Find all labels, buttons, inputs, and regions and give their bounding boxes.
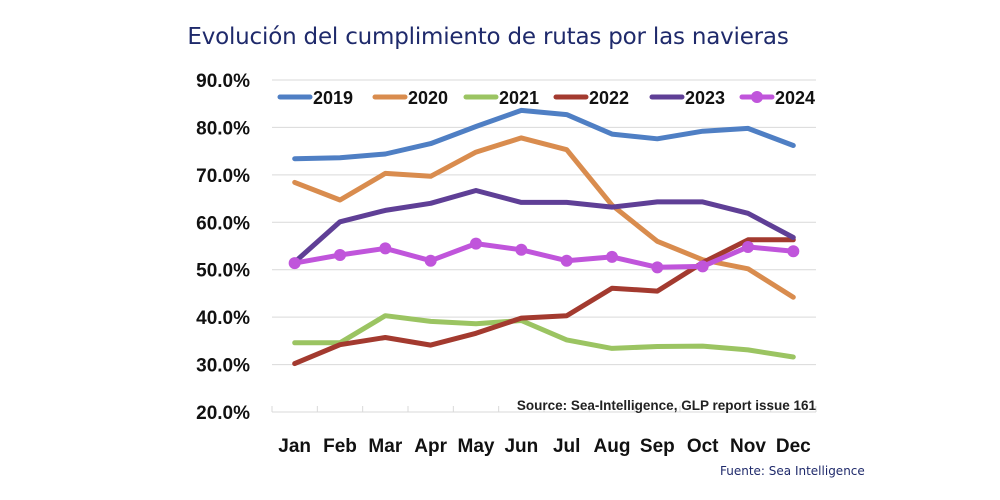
data-point-2024 (515, 243, 528, 256)
legend-marker-2024 (751, 91, 763, 103)
y-tick-label: 50.0% (196, 261, 250, 282)
legend-label-2019: 2019 (313, 88, 353, 108)
footnote-source: Fuente: Sea Intelligence (720, 464, 865, 478)
y-tick-label: 20.0% (196, 403, 250, 424)
legend-label-2020: 2020 (408, 88, 448, 108)
data-point-2024 (470, 237, 482, 250)
y-tick-label: 40.0% (196, 308, 250, 329)
data-point-2024 (742, 240, 754, 253)
series-line-2020 (292, 135, 796, 300)
series-line-2023 (292, 188, 796, 265)
y-axis: 20.0% 30.0% 40.0% 50.0% 60.0% 70.0% 80.0% 90.0% (196, 71, 250, 424)
x-tick-label: Dec (776, 436, 811, 457)
x-tick-label: Feb (323, 436, 357, 457)
data-point-2024 (606, 250, 618, 263)
series-line-2019 (292, 107, 796, 162)
legend-label-2023: 2023 (685, 88, 725, 108)
x-tick-label: Mar (368, 436, 402, 457)
legend-label-2024: 2024 (775, 88, 815, 108)
y-tick-label: 60.0% (196, 213, 250, 234)
x-tick-label: Sep (640, 436, 675, 457)
chart-title: Evolución del cumplimiento de rutas por … (0, 24, 1000, 50)
data-point-2024 (696, 260, 709, 273)
series-line-2022 (292, 237, 796, 367)
legend-label-2022: 2022 (589, 88, 629, 108)
chart-title-text: Evolución del cumplimiento de rutas por … (187, 24, 789, 50)
x-tick-label: Jul (553, 436, 580, 457)
y-tick-label: 90.0% (196, 71, 250, 92)
data-point-2024 (334, 249, 346, 262)
legend: 2019 2020 2021 2022 2023 2024 (277, 88, 815, 108)
x-tick-label: Aug (594, 436, 631, 457)
x-axis: Jan Feb Mar Apr May Jun Jul Aug Sep Oct Nov Dec (271, 406, 817, 457)
series-lines (288, 107, 800, 367)
y-tick-label: 80.0% (196, 118, 250, 139)
x-tick-label: Nov (730, 436, 766, 457)
data-point-2024 (651, 261, 664, 274)
series-line-2021 (292, 313, 796, 360)
x-tick-label: May (458, 436, 495, 457)
x-tick-label: Jun (504, 436, 538, 457)
x-tick-label: Jan (278, 436, 311, 457)
y-tick-label: 70.0% (196, 166, 250, 187)
data-point-2024 (424, 254, 437, 267)
legend-label-2021: 2021 (499, 88, 539, 108)
source-annotation: Source: Sea-Intelligence, GLP report iss… (517, 398, 817, 413)
y-tick-label: 30.0% (196, 356, 250, 377)
gridlines (272, 79, 816, 366)
series-line-2024 (292, 241, 796, 270)
x-tick-label: Oct (687, 436, 719, 457)
data-point-2024 (288, 257, 301, 270)
data-point-2024 (787, 245, 800, 258)
x-tick-label: Apr (414, 436, 447, 457)
data-point-2024 (560, 254, 573, 267)
data-point-2024 (379, 242, 392, 255)
